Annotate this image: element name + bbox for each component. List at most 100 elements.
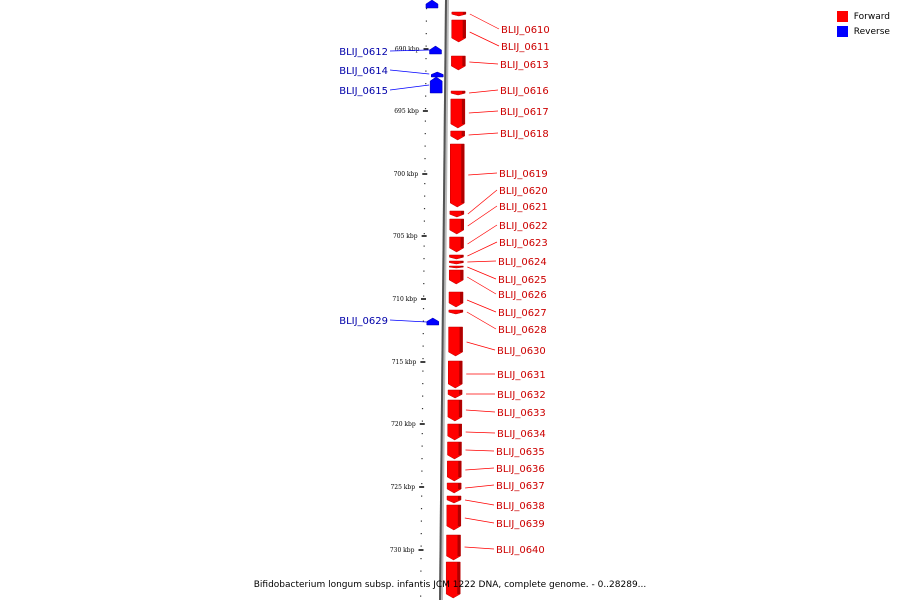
forward-gene-label: BLIJ_0622 (499, 221, 548, 232)
forward-gene-shade (460, 266, 464, 268)
forward-gene-shade (460, 270, 464, 280)
forward-leader-line (469, 31, 500, 47)
tick-label: 690 kbp (395, 46, 420, 53)
forward-gene-shade (457, 505, 461, 526)
forward-gene-shade (461, 131, 465, 136)
minor-tick (420, 545, 422, 547)
minor-tick (420, 595, 422, 597)
minor-tick (422, 358, 424, 360)
forward-gene-label: BLIJ_0627 (498, 308, 547, 319)
forward-gene-label: BLIJ_0631 (497, 370, 546, 381)
minor-tick (423, 258, 425, 260)
minor-tick (422, 333, 424, 335)
forward-leader-line (467, 266, 497, 280)
reverse-gene-block (431, 71, 444, 78)
forward-gene-label: BLIJ_0611 (501, 42, 550, 53)
forward-leader-line (464, 517, 495, 524)
minor-tick (423, 295, 425, 297)
forward-leader-line (469, 13, 500, 30)
minor-tick (421, 433, 423, 435)
reverse-swatch (836, 26, 848, 37)
legend-reverse-label: Reverse (853, 26, 890, 37)
minor-tick (424, 170, 426, 172)
forward-gene-label: BLIJ_0626 (498, 290, 547, 301)
forward-gene-label: BLIJ_0618 (500, 129, 549, 140)
forward-leader-line (468, 132, 499, 136)
reverse-gene-block (429, 76, 443, 94)
forward-gene-label: BLIJ_0640 (496, 545, 545, 556)
forward-gene-shade (458, 400, 462, 417)
genome-caption: Bifidobacterium longum subsp. infantis J… (253, 580, 647, 590)
minor-tick (423, 208, 426, 210)
tick-label: 700 kbp (394, 171, 419, 178)
forward-gene-shade (460, 211, 464, 215)
reverse-gene-label: BLIJ_0614 (339, 66, 388, 77)
tick-label: 725 kbp (390, 484, 415, 491)
forward-gene-shade (458, 461, 462, 477)
minor-tick (425, 70, 427, 72)
forward-gene-label: BLIJ_0628 (498, 325, 547, 336)
forward-gene-label: BLIJ_0623 (499, 238, 548, 249)
forward-gene-shade (460, 237, 464, 248)
forward-leader-line (469, 61, 499, 65)
forward-gene-shade (462, 91, 466, 94)
minor-tick (424, 158, 426, 160)
reverse-leader-line (389, 49, 430, 52)
reverse-gene-block (429, 45, 442, 55)
minor-tick (424, 195, 426, 197)
forward-gene-label: BLIJ_0637 (496, 481, 545, 492)
forward-gene-label: BLIJ_0625 (498, 275, 547, 286)
forward-gene-shade (461, 99, 465, 124)
minor-tick (421, 408, 424, 410)
forward-leader-line (467, 224, 498, 245)
forward-gene-shade (462, 12, 466, 15)
forward-gene-label: BLIJ_0621 (499, 202, 548, 213)
minor-tick (425, 95, 427, 97)
minor-tick (421, 495, 423, 497)
reverse-gene-label: BLIJ_0612 (339, 47, 388, 58)
forward-gene-label: BLIJ_0638 (496, 501, 545, 512)
minor-tick (423, 233, 425, 235)
forward-leader-line (465, 449, 495, 452)
forward-gene-shade (459, 327, 463, 352)
forward-leader-line (467, 260, 497, 263)
forward-leader-line (469, 89, 499, 94)
forward-gene-shade (458, 483, 462, 489)
forward-gene-shade (459, 310, 463, 313)
minor-tick (420, 558, 422, 560)
forward-leader-line (465, 467, 495, 471)
reverse-gene-block (426, 317, 440, 326)
reverse-gene-label: BLIJ_0629 (339, 316, 388, 327)
forward-gene-shade (461, 144, 465, 203)
minor-tick (421, 458, 423, 460)
forward-gene-shade (458, 496, 462, 500)
forward-gene-shade (460, 261, 464, 263)
forward-gene-label: BLIJ_0630 (497, 346, 546, 357)
minor-tick (425, 45, 427, 47)
forward-gene-label: BLIJ_0632 (497, 390, 546, 401)
forward-gene-label: BLIJ_0633 (497, 408, 546, 419)
minor-tick (420, 583, 422, 585)
minor-tick (420, 570, 422, 572)
minor-tick (420, 508, 423, 510)
minor-tick (421, 420, 423, 422)
minor-tick (425, 33, 427, 35)
forward-gene-label: BLIJ_0613 (500, 60, 549, 71)
forward-gene-shade (460, 292, 464, 303)
forward-leader-line (467, 276, 497, 295)
legend-forward-label: Forward (853, 11, 890, 22)
minor-tick (422, 370, 424, 372)
minor-tick (422, 308, 425, 310)
minor-tick (423, 283, 425, 285)
forward-gene-shade (459, 361, 463, 384)
reverse-leader-line (389, 69, 430, 75)
minor-tick (424, 120, 426, 122)
minor-tick (422, 383, 424, 385)
forward-leader-line (468, 110, 499, 114)
forward-leader-line (465, 431, 496, 434)
forward-leader-line (466, 341, 496, 351)
forward-leader-line (465, 484, 495, 489)
forward-leader-line (466, 299, 497, 313)
tick-label: 720 kbp (391, 421, 416, 428)
